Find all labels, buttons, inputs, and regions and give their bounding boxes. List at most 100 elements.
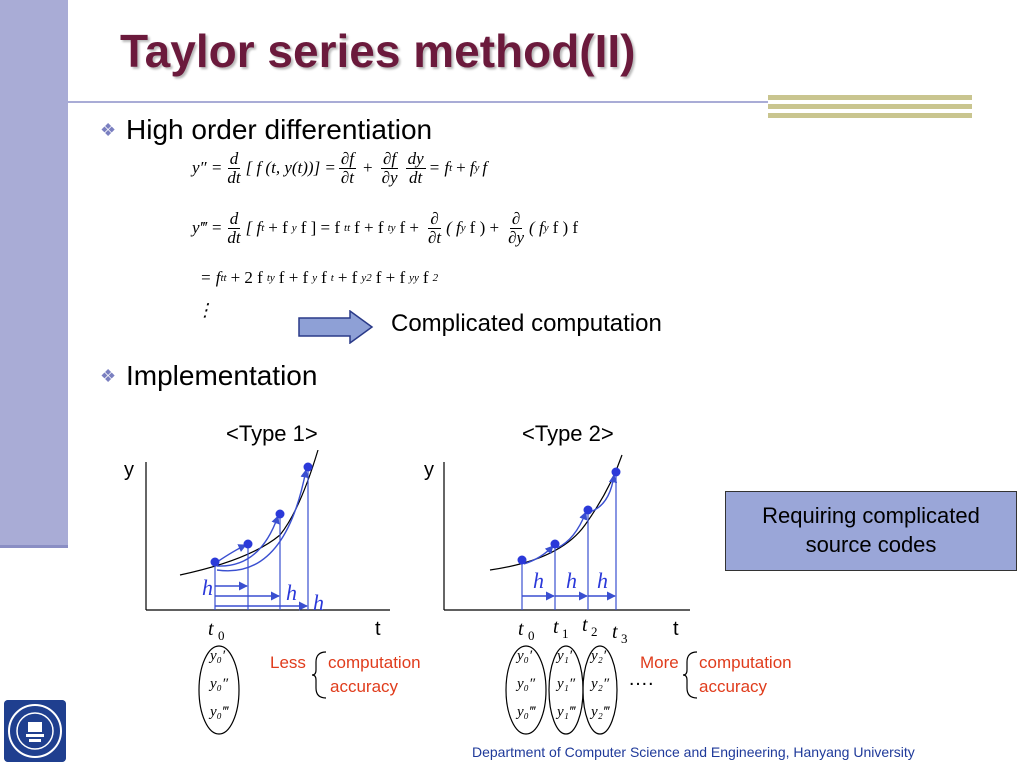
sub: tt — [344, 222, 351, 235]
type2-oval-2 — [582, 645, 618, 735]
equation-line-1: y″ = d dt [ f (t, y(t))] = ∂f ∂t + ∂f ∂y dy… — [192, 150, 487, 187]
type2-tick-sub: 0 — [528, 628, 535, 643]
sub: t — [330, 272, 334, 284]
eq1-df-dt: ∂f ∂t — [338, 150, 357, 187]
eq1-mid: [ f (t, y(t))] = — [245, 158, 336, 178]
eq2-part: f + f — [354, 218, 384, 238]
eq1-df-dy: ∂f ∂y — [380, 150, 400, 187]
type1-point — [210, 557, 220, 567]
requiring-line-1: Requiring complicated — [762, 503, 980, 529]
type1-tick-t0: t — [208, 618, 214, 640]
frac-num: ∂ — [509, 209, 523, 229]
type2-tick: t — [582, 614, 588, 636]
type1-h-label: h — [286, 580, 297, 605]
type2-accuracy-label: accuracy — [699, 677, 768, 696]
type2-tick-sub: 1 — [562, 626, 569, 641]
frac-den: ∂y — [381, 167, 398, 187]
type1-accuracy-label: accuracy — [330, 677, 399, 696]
title-rule — [68, 101, 768, 103]
frac-den: ∂t — [340, 167, 355, 187]
frac-num: dy — [405, 149, 426, 169]
sub: ty — [266, 272, 275, 284]
eq1-f: f — [469, 158, 475, 178]
type1-tick-t0-sub: 0 — [218, 628, 225, 643]
type1-step-arc — [216, 544, 247, 563]
slide-title: Taylor series method(II) — [120, 25, 636, 77]
type2-point — [550, 539, 560, 549]
type2-step-arc — [523, 545, 554, 565]
type1-point — [303, 462, 313, 472]
eq1-rhs: = f — [428, 158, 450, 178]
type2-diagram: y t h h h t 0 t 1 t 2 t 3 — [424, 454, 690, 646]
complicated-computation-label: Complicated computation — [391, 310, 662, 337]
frac-num: ∂f — [381, 149, 399, 169]
eq2-partial-y: ∂ ∂y — [506, 210, 526, 247]
eq2-lhs: y‴ = — [192, 218, 223, 238]
eq1-plus: + — [363, 158, 373, 178]
type1-h-label: h — [202, 575, 213, 600]
eq2-partial-t: ∂ ∂t — [426, 210, 443, 247]
eq3-part: f — [321, 268, 327, 287]
type2-tick: t — [518, 618, 524, 640]
frac-den: dt — [408, 167, 423, 187]
frac-num: ∂ — [428, 209, 441, 229]
eq1-dy-dt: dy dt — [405, 149, 426, 187]
eq3-part: f — [422, 268, 429, 287]
type1-diagram: y t h h h t 0 — [124, 450, 390, 643]
type1-point — [275, 509, 285, 519]
eq2-part: ( f — [446, 218, 461, 238]
eq3-part: = f — [200, 268, 221, 287]
more-label: More — [640, 653, 679, 672]
type1-step-arc — [216, 515, 280, 567]
type2-y-axis-label: y — [424, 459, 434, 481]
type2-y-item: y₁″ — [557, 676, 576, 692]
sub: t — [261, 222, 265, 235]
type1-step-arc — [216, 469, 309, 572]
left-decor-bar — [0, 0, 68, 548]
type2-y-item: y₂‴ — [591, 704, 610, 720]
type1-y-item: y₀′ — [210, 648, 226, 664]
sub: y — [460, 222, 466, 235]
type2-label: <Type 2> — [522, 421, 614, 446]
sub: y — [474, 162, 480, 175]
sub: y — [312, 272, 318, 284]
type1-brace — [312, 651, 327, 699]
type2-computation-label: computation — [699, 653, 792, 672]
less-label: Less — [270, 653, 306, 672]
requiring-line-2: source codes — [805, 532, 937, 557]
type2-y-item: y₂′ — [591, 648, 607, 664]
type2-tick: t — [612, 621, 618, 643]
vertical-ellipsis: ⋮ — [196, 300, 214, 320]
sub: y — [543, 222, 549, 235]
type1-y-item: y₀‴ — [210, 704, 229, 720]
eq1-f2: f — [482, 158, 488, 178]
type2-y-item: y₁‴ — [557, 704, 576, 720]
eq2-part: f ) + — [469, 218, 500, 238]
type1-y-item: y₀″ — [210, 676, 229, 692]
type2-step-arc — [589, 474, 618, 513]
type2-y-item: y₀‴ — [517, 704, 536, 720]
type1-curve — [179, 450, 319, 576]
type2-point — [583, 505, 593, 515]
sub: t — [449, 162, 453, 175]
eq2-part: + f — [268, 218, 288, 238]
type1-label: <Type 1> — [226, 421, 318, 446]
type2-continuation-dots: …. — [628, 668, 654, 690]
frac-den: ∂t — [428, 227, 442, 247]
type2-y-item: y₂″ — [591, 676, 610, 692]
block-arrow-icon — [298, 310, 374, 344]
type2-tick-sub: 3 — [621, 631, 628, 646]
type2-t-axis-label: t — [673, 618, 679, 640]
requiring-complicated-box: Requiring complicated source codes — [725, 491, 1017, 571]
type1-y-axis-label: y — [124, 459, 134, 481]
type2-h-label: h — [533, 568, 544, 593]
frac-num: d — [227, 209, 241, 229]
eq1-lhs: y″ = — [192, 158, 223, 178]
sup: 2 — [366, 272, 372, 284]
gold-rule-bottom — [768, 113, 972, 118]
frac-den: ∂y — [508, 227, 525, 247]
type1-t-axis-label: t — [375, 618, 381, 640]
eq3-part: + 2 f — [230, 268, 263, 287]
